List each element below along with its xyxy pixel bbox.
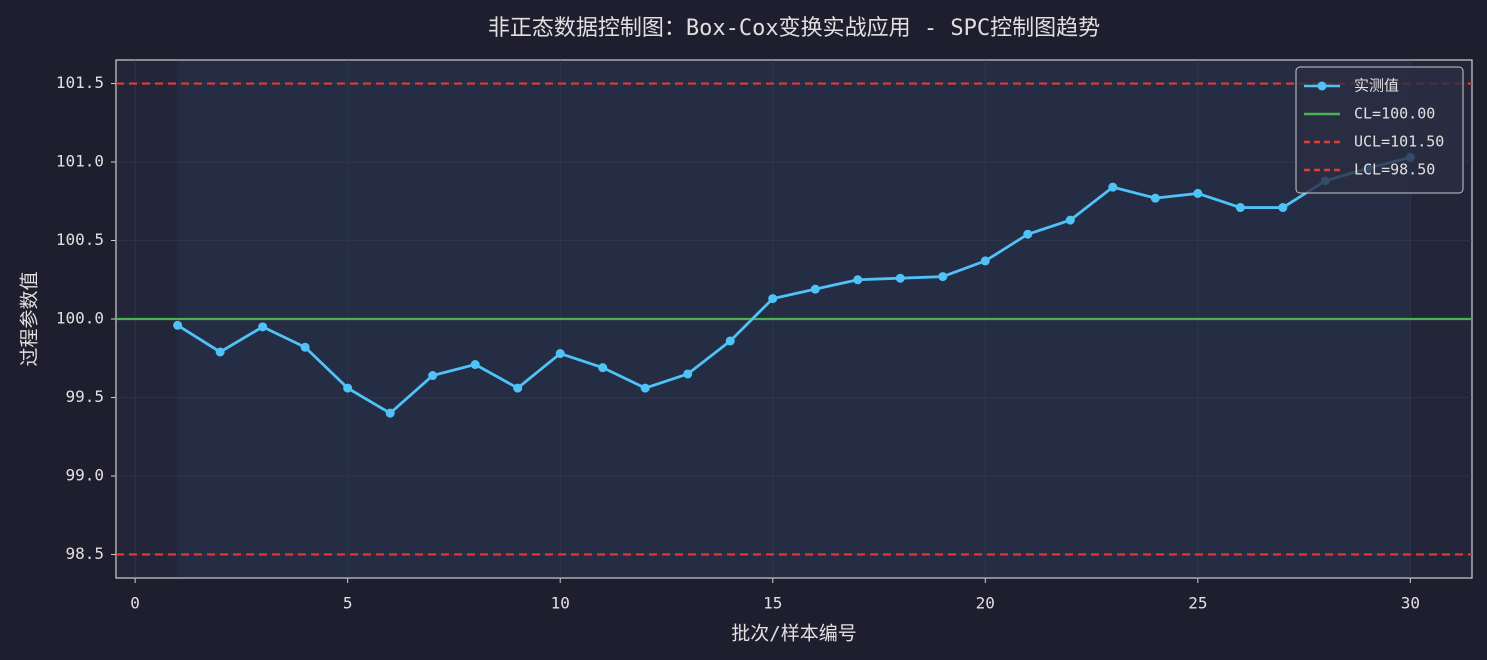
y-axis-label: 过程参数值 xyxy=(19,271,41,366)
data-point xyxy=(1150,193,1160,203)
data-point xyxy=(768,294,778,304)
legend-box xyxy=(1295,66,1464,194)
y-tick-label: 100.5 xyxy=(56,230,104,249)
data-point xyxy=(1065,215,1075,225)
data-point xyxy=(258,322,268,332)
y-tick-label: 99.0 xyxy=(65,465,104,484)
x-tick-label: 15 xyxy=(763,594,782,613)
x-tick-label: 30 xyxy=(1401,594,1420,613)
data-point xyxy=(1278,203,1288,213)
data-point xyxy=(725,336,735,346)
data-point xyxy=(513,383,523,393)
data-point xyxy=(428,371,438,381)
data-point xyxy=(640,383,650,393)
x-tick-label: 25 xyxy=(1188,594,1207,613)
data-point xyxy=(343,383,353,393)
data-point xyxy=(1235,203,1245,213)
y-tick-label: 101.0 xyxy=(56,152,104,171)
y-tick-label: 101.5 xyxy=(56,73,104,92)
data-point xyxy=(810,284,820,294)
data-point xyxy=(173,320,183,330)
chart-title: 非正态数据控制图：Box-Cox变换实战应用 - SPC控制图趋势 xyxy=(488,16,1100,41)
y-tick-label: 100.0 xyxy=(56,309,104,328)
x-tick-label: 0 xyxy=(130,594,140,613)
legend: 实测值 CL=100.00 UCL=101.50 LCL=98.50 xyxy=(1295,66,1464,194)
legend-label: LCL=98.50 xyxy=(1354,161,1435,179)
data-point xyxy=(895,273,905,283)
y-tick-label: 99.5 xyxy=(65,387,104,406)
data-point xyxy=(853,275,863,285)
data-point xyxy=(470,360,480,370)
data-point xyxy=(683,369,693,379)
data-point xyxy=(1023,229,1033,239)
data-point xyxy=(1108,182,1118,192)
data-line xyxy=(176,155,1411,415)
x-tick-label: 10 xyxy=(551,594,570,613)
x-axis-label: 批次/样本编号 xyxy=(731,623,856,645)
legend-label: UCL=101.50 xyxy=(1354,133,1444,151)
data-point xyxy=(980,256,990,266)
x-tick-label: 20 xyxy=(976,594,995,613)
data-point xyxy=(938,272,948,282)
y-tick-label: 98.5 xyxy=(65,544,104,563)
legend-label: CL=100.00 xyxy=(1354,105,1435,123)
data-point xyxy=(598,363,608,373)
legend-marker xyxy=(1317,81,1327,91)
data-point xyxy=(300,342,310,352)
data-point xyxy=(1193,188,1203,198)
legend-label: 实测值 xyxy=(1354,77,1399,95)
x-tick-label: 5 xyxy=(343,594,353,613)
data-point xyxy=(215,347,225,357)
data-point xyxy=(555,349,565,359)
data-point xyxy=(385,408,395,418)
